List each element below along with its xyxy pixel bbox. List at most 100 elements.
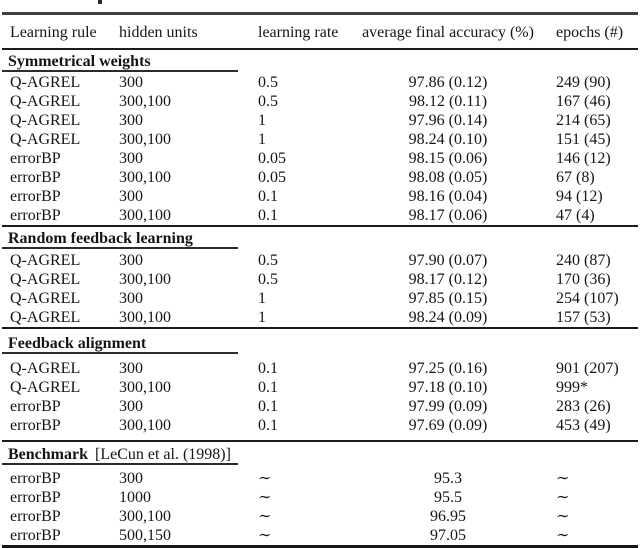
table-row: errorBP 300 0.05 98.15 (0.06) 146 (12) (0, 149, 640, 168)
table-row: Q-AGREL 300 0.1 97.25 (0.16) 901 (207) (0, 359, 640, 378)
table-cell-hidden-units: 300,100 (119, 131, 171, 148)
table-cell-learning-rate: 0.05 (258, 169, 286, 186)
table-cell-accuracy: 98.15 (0.06) (408, 150, 488, 167)
section-rows: Q-AGREL 300 0.5 97.90 (0.07) 240 (87) Q-AGREL… (0, 251, 640, 327)
table-cell-accuracy: 98.08 (0.05) (408, 169, 488, 186)
table-row: Q-AGREL 300 0.5 97.90 (0.07) 240 (87) (0, 251, 640, 270)
table-cell-learning-rule: Q-AGREL (10, 93, 81, 110)
table-cell-accuracy: 97.69 (0.09) (408, 417, 488, 434)
column-header-accuracy: average final accuracy (%) (362, 23, 534, 41)
table-cell-learning-rule: Q-AGREL (10, 290, 81, 307)
table-cell-learning-rule: errorBP (10, 417, 61, 434)
section-feedback-alignment: Feedback alignment Q-AGREL 300 0.1 97.25 (0… (0, 335, 640, 435)
table-top-rule (2, 12, 638, 15)
table-cell-learning-rate: 0.1 (258, 360, 278, 377)
table-cell-accuracy: 98.24 (0.10) (408, 131, 488, 148)
table-cell-hidden-units: 300 (119, 112, 143, 129)
table-cell-epochs: 254 (107) (556, 290, 619, 307)
table-cell-hidden-units: 1000 (119, 489, 151, 506)
table-bottom-rule (2, 545, 638, 548)
table-cell-hidden-units: 300,100 (119, 271, 171, 288)
table-cell-hidden-units: 300,100 (119, 379, 171, 396)
table-cell-epochs: 240 (87) (556, 252, 611, 269)
table-cell-learning-rule: Q-AGREL (10, 131, 81, 148)
table-cell-learning-rate: 0.5 (258, 252, 278, 269)
table-cell-epochs: 157 (53) (556, 309, 611, 326)
section-title: Feedback alignment (8, 335, 640, 352)
table-cell-learning-rate: ∼ (258, 508, 272, 525)
table-cell-learning-rate: ∼ (258, 489, 272, 506)
table-cell-accuracy: 97.85 (0.15) (408, 290, 488, 307)
section-rows: Q-AGREL 300 0.5 97.86 (0.12) 249 (90) Q-AGREL… (0, 73, 640, 225)
section-title-suffix: [LeCun et al. (1998)] (95, 446, 231, 463)
table-cell-epochs: 67 (8) (556, 169, 595, 186)
section-divider-rule (2, 225, 638, 227)
table-row: errorBP 300,100 ∼ 96.95 ∼ (0, 507, 640, 526)
table-cell-accuracy: 98.12 (0.11) (408, 93, 488, 110)
table-cell-accuracy: 97.99 (0.09) (408, 398, 488, 415)
table-row: errorBP 300 0.1 97.99 (0.09) 283 (26) (0, 397, 640, 416)
table-cell-learning-rule: errorBP (10, 150, 61, 167)
table-row: errorBP 300,100 0.1 98.17 (0.06) 47 (4) (0, 206, 640, 225)
section-title: Symmetrical weights (8, 53, 640, 70)
table-cell-learning-rule: errorBP (10, 207, 61, 224)
table-row: Q-AGREL 300,100 1 98.24 (0.09) 157 (53) (0, 308, 640, 327)
table-cell-learning-rate: 0.05 (258, 150, 286, 167)
table-cell-epochs: 167 (46) (556, 93, 611, 110)
table-row: Q-AGREL 300,100 1 98.24 (0.10) 151 (45) (0, 130, 640, 149)
column-header-hidden-units: hidden units (119, 23, 198, 41)
table-cell-accuracy: 98.17 (0.06) (408, 207, 488, 224)
table-cell-hidden-units: 300,100 (119, 207, 171, 224)
section-divider-rule (2, 327, 638, 329)
column-header-learning-rule: Learning rule (10, 23, 97, 41)
table-cell-epochs: 151 (45) (556, 131, 611, 148)
table-cell-accuracy: 97.05 (430, 527, 466, 544)
table-cell-learning-rule: errorBP (10, 489, 61, 506)
table-cell-learning-rule: Q-AGREL (10, 252, 81, 269)
table-cell-accuracy: 98.17 (0.12) (408, 271, 488, 288)
table-cell-accuracy: 95.3 (434, 470, 462, 487)
table-cell-learning-rule: Q-AGREL (10, 271, 81, 288)
table-cell-hidden-units: 300 (119, 188, 143, 205)
table-cell-learning-rate: 0.1 (258, 398, 278, 415)
table-cell-learning-rate: 0.1 (258, 188, 278, 205)
header-divider-rule (2, 48, 638, 50)
table-cell-epochs: 170 (36) (556, 271, 611, 288)
table-cell-epochs: 94 (12) (556, 188, 603, 205)
section-underline (2, 70, 238, 72)
caption-text-fragment (98, 0, 102, 4)
section-random-feedback-learning: Random feedback learning Q-AGREL 300 0.5 97… (0, 230, 640, 327)
table-cell-learning-rule: errorBP (10, 398, 61, 415)
table-cell-hidden-units: 300,100 (119, 169, 171, 186)
table-cell-learning-rate: 0.5 (258, 93, 278, 110)
table-cell-learning-rule: errorBP (10, 188, 61, 205)
table-cell-learning-rule: Q-AGREL (10, 309, 81, 326)
table-cell-learning-rule: errorBP (10, 508, 61, 525)
table-cell-learning-rule: errorBP (10, 169, 61, 186)
table-cell-epochs: 999* (556, 379, 588, 396)
section-title: Random feedback learning (8, 230, 640, 247)
table-row: errorBP 300,100 0.1 97.69 (0.09) 453 (49) (0, 416, 640, 435)
table-cell-hidden-units: 300,100 (119, 508, 171, 525)
table-cell-learning-rate: 1 (258, 112, 266, 129)
table-cell-accuracy: 96.95 (430, 508, 466, 525)
section-benchmark: Benchmark [LeCun et al. (1998)] errorBP 30… (0, 446, 640, 545)
table-cell-hidden-units: 300,100 (119, 309, 171, 326)
table-cell-epochs: ∼ (556, 489, 570, 506)
section-title: Benchmark [LeCun et al. (1998)] (8, 446, 640, 463)
table-cell-learning-rate: 0.1 (258, 207, 278, 224)
table-row: Q-AGREL 300,100 0.5 98.12 (0.11) 167 (46) (0, 92, 640, 111)
table-cell-learning-rate: ∼ (258, 470, 272, 487)
column-header-learning-rate: learning rate (258, 23, 339, 41)
section-title-text: Feedback alignment (8, 335, 147, 352)
section-title-text: Symmetrical weights (8, 53, 151, 70)
section-underline (2, 352, 238, 354)
table-cell-hidden-units: 300 (119, 398, 143, 415)
section-title-text: Random feedback learning (8, 230, 193, 247)
table-cell-epochs: ∼ (556, 508, 570, 525)
table-cell-learning-rate: 0.1 (258, 379, 278, 396)
section-rows: errorBP 300 ∼ 95.3 ∼ errorBP 1000 ∼ 95.5 ∼ errorBP… (0, 469, 640, 545)
table-cell-accuracy: 98.24 (0.09) (408, 309, 488, 326)
table-row: errorBP 300,100 0.05 98.08 (0.05) 67 (8) (0, 168, 640, 187)
